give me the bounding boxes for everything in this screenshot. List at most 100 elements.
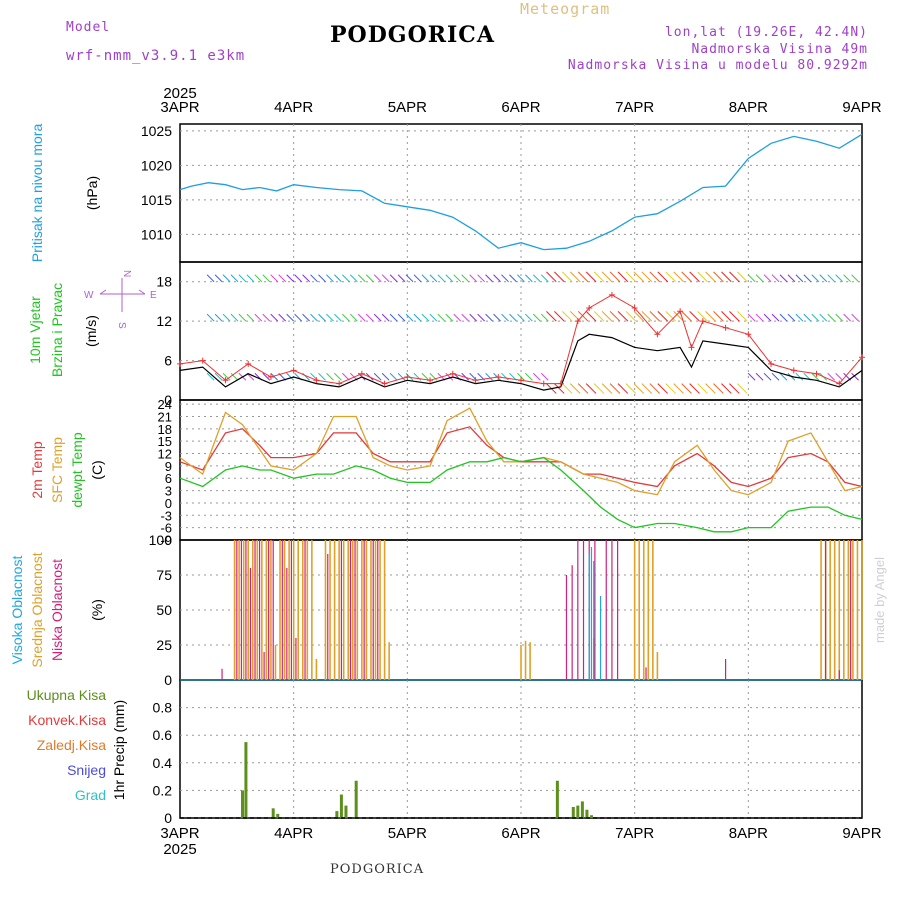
wind-barb — [665, 383, 676, 394]
wind-barb — [803, 274, 812, 283]
wind-barb — [540, 274, 549, 283]
lonlat-label: lon,lat (19.26E, 42.4N) — [664, 25, 868, 40]
wind-barb — [413, 274, 422, 283]
wind-barb — [827, 372, 836, 381]
wind-barb — [585, 271, 597, 283]
elevation-label: Nadmorska Visina 49m — [691, 42, 868, 57]
wind-barb — [673, 271, 684, 283]
wind-barb — [310, 313, 318, 322]
wind-barb — [851, 274, 859, 283]
precip-unit: 1hr Precip (mm) — [111, 700, 127, 800]
x-tick-label-bottom: 8APR — [729, 825, 768, 842]
wind-barb — [593, 310, 605, 322]
wind-barb — [381, 372, 390, 381]
wind-barb — [270, 274, 279, 283]
wind-barb — [771, 372, 780, 381]
wind-barb — [697, 271, 708, 283]
wind-gust-marker — [699, 318, 706, 325]
wind-barb — [609, 310, 621, 322]
wind-barb — [673, 310, 684, 322]
precip-bar — [344, 805, 348, 818]
wind-barb — [561, 383, 573, 394]
wind-barb — [747, 372, 756, 381]
wind-gust-marker — [574, 318, 581, 325]
precip-bar — [555, 780, 559, 818]
wind-barb — [641, 310, 653, 322]
y-tick-label: -3 — [160, 508, 172, 523]
y-tick-label: 3 — [165, 484, 172, 499]
wind-barb — [569, 383, 581, 394]
wind-gust-marker — [358, 370, 365, 377]
x-tick-label-bottom: 3APR — [160, 825, 199, 842]
precip-bar — [354, 780, 358, 818]
x-tick-label-bottom: 5APR — [388, 825, 427, 842]
temp-line-2 — [179, 456, 863, 533]
wind-barb — [286, 274, 295, 283]
wind-barb — [453, 313, 462, 322]
pressure-line — [179, 133, 863, 251]
wind-barb — [238, 274, 247, 283]
wind-barb — [546, 271, 557, 283]
year-label-bottom: 2025 — [163, 841, 196, 858]
wind-barb — [737, 310, 748, 322]
y-tick-label: -6 — [160, 521, 172, 536]
x-tick-label-bottom: 9APR — [842, 825, 881, 842]
wind-barb — [561, 271, 573, 283]
wind-barb — [755, 372, 764, 381]
wind-barb — [326, 372, 334, 381]
wind-barb — [819, 274, 828, 283]
y-tick-label: 6 — [164, 353, 172, 369]
y-tick-label: 0 — [164, 672, 172, 688]
wind-barb — [485, 372, 493, 381]
wind-barb — [609, 383, 621, 394]
precip-bar — [244, 742, 248, 818]
panel-frame-0 — [179, 123, 863, 263]
wind-barb — [525, 274, 533, 283]
wind-gust-marker — [427, 377, 434, 384]
wind-barb — [373, 313, 382, 322]
wind-barb — [721, 271, 732, 283]
wind-barb — [254, 274, 263, 283]
wind-barb — [713, 310, 724, 322]
wind-barb — [697, 383, 708, 394]
wind-barb — [713, 383, 724, 394]
wind-barb — [230, 274, 239, 283]
precip-bar — [276, 813, 280, 818]
wind-gust-marker — [745, 331, 752, 338]
wind-barb — [649, 271, 661, 283]
wind-barb — [342, 274, 350, 283]
wind-barb — [262, 274, 271, 283]
wind-barb — [461, 372, 470, 381]
wind-barb — [577, 271, 589, 283]
precip-bar — [571, 806, 575, 818]
wind-barb — [381, 274, 390, 283]
wind-axis-title-1: 10m Vjetar — [27, 296, 43, 364]
wind-gust-marker — [404, 374, 411, 380]
wind-barb — [453, 274, 462, 283]
wind-gust-marker — [557, 380, 564, 387]
wind-gust-marker — [222, 377, 229, 384]
wind-gust-marker — [336, 380, 343, 387]
wind-rose-w: W — [84, 290, 94, 301]
wind-gust-marker — [722, 324, 729, 331]
x-tick-label-bottom: 4APR — [274, 825, 313, 842]
wind-axis-title-2: Brzina i Pravac — [49, 283, 65, 377]
y-tick-label: 50 — [156, 602, 172, 618]
wind-barb — [721, 383, 732, 394]
precip-bar — [335, 811, 339, 818]
wind-barb — [270, 313, 279, 322]
wind-barb — [461, 313, 470, 322]
wind-barb — [278, 274, 287, 283]
wind-barb — [334, 372, 342, 381]
wind-barb — [230, 313, 239, 322]
wind-barb — [493, 274, 501, 283]
wind-barb — [326, 313, 334, 322]
y-tick-label: 15 — [158, 434, 172, 449]
wind-barb — [445, 274, 454, 283]
wind-barb — [787, 274, 796, 283]
wind-gust-marker — [813, 370, 820, 377]
model-label: Model — [66, 20, 111, 35]
wind-gust-marker — [631, 305, 638, 311]
wind-barb — [649, 310, 661, 322]
